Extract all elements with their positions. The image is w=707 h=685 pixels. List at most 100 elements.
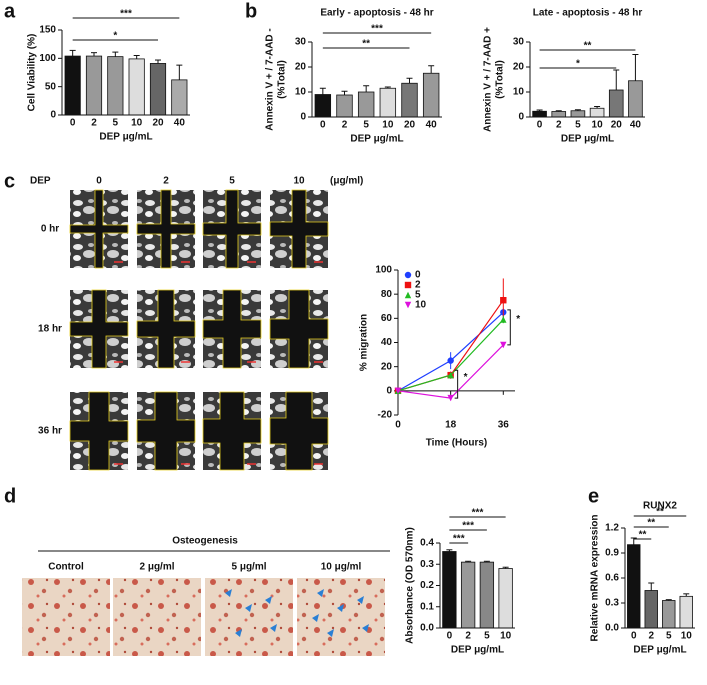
y-tick-label: 10 xyxy=(295,87,307,98)
annotation: * xyxy=(516,314,520,325)
legend-marker xyxy=(404,291,412,299)
bar xyxy=(64,55,81,116)
stain-image xyxy=(113,578,201,656)
marker xyxy=(447,371,454,379)
time-label: 18 hr xyxy=(38,324,62,335)
dose-label: 0 xyxy=(96,176,102,187)
arrowhead xyxy=(265,596,272,604)
dep-label: DEP xyxy=(30,176,51,187)
arrowhead xyxy=(270,624,277,632)
x-tick-label: 10 xyxy=(382,120,394,131)
bar xyxy=(532,110,547,118)
x-tick-label: 5 xyxy=(575,120,581,131)
y-tick-label: 30 xyxy=(513,37,525,48)
panel-label: a xyxy=(4,0,16,22)
arrowhead xyxy=(337,604,344,612)
bar xyxy=(422,72,440,118)
marker xyxy=(447,357,454,364)
y-tick-label: 0.0 xyxy=(605,623,619,634)
y-tick-label: 0 xyxy=(300,112,306,123)
x-tick-label: 10 xyxy=(592,120,604,131)
x-tick-label: 40 xyxy=(630,120,642,131)
marker xyxy=(500,297,507,304)
series-line xyxy=(397,311,504,392)
bracket xyxy=(454,369,459,399)
stain-image xyxy=(205,578,293,656)
bar xyxy=(479,561,495,629)
dose-label: 5 xyxy=(229,176,235,187)
x-axis-label: DEP μg/mL xyxy=(350,134,403,145)
bar xyxy=(570,110,586,118)
x-tick-label: 20 xyxy=(152,118,164,129)
y-tick-label: 0.6 xyxy=(605,573,619,584)
bar xyxy=(85,55,103,116)
bar xyxy=(401,82,418,118)
arrowhead xyxy=(235,629,242,637)
y-tick-label: 0.3 xyxy=(605,598,619,609)
legend-marker xyxy=(404,281,412,289)
bar xyxy=(171,79,188,116)
x-tick-label: 5 xyxy=(666,631,672,642)
significance-label: ** xyxy=(362,39,370,50)
y-axis-label: % migration xyxy=(359,314,370,371)
y-tick-label: 0 xyxy=(386,385,392,396)
x-axis-label: DEP μg/mL xyxy=(451,645,504,656)
scratch xyxy=(136,289,196,369)
x-axis-label: DEP μg/mL xyxy=(561,134,614,145)
legend-label: 5 xyxy=(415,290,421,301)
scratch xyxy=(136,391,196,471)
y-tick-label: 0.0 xyxy=(420,623,434,634)
image-label: Control xyxy=(48,562,84,573)
bar xyxy=(460,561,476,629)
x-tick-label: 0 xyxy=(631,631,637,642)
y-tick-label: 30 xyxy=(295,37,307,48)
x-tick-label: 36 xyxy=(498,420,510,431)
y-tick-label: 0.4 xyxy=(420,538,434,549)
bar xyxy=(627,544,641,629)
scratch xyxy=(136,189,196,269)
panel-label: e xyxy=(588,485,599,507)
y-tick-label: 0.3 xyxy=(420,559,434,570)
significance-label: *** xyxy=(371,24,383,35)
dose-label: 2 xyxy=(163,176,169,187)
bar xyxy=(628,80,643,118)
x-tick-label: 0 xyxy=(537,120,543,131)
y-tick-label: 1.2 xyxy=(605,523,619,534)
y-axis-label: (%Total) xyxy=(495,60,506,99)
x-axis-label: DEP μg/mL xyxy=(99,132,152,143)
panel-label: b xyxy=(245,0,257,22)
x-tick-label: 5 xyxy=(484,631,490,642)
legend-marker xyxy=(404,271,412,279)
scratch xyxy=(269,391,329,471)
y-tick-label: -20 xyxy=(378,410,393,421)
chart-title: Late - apoptosis - 48 hr xyxy=(533,8,643,19)
stain-image xyxy=(297,578,385,656)
bar xyxy=(589,107,605,118)
image-label: 5 μg/ml xyxy=(231,562,266,573)
significance-label: *** xyxy=(472,508,484,519)
y-tick-label: 100 xyxy=(39,53,56,64)
image-label: 10 μg/ml xyxy=(321,562,362,573)
dose-label: 10 xyxy=(293,176,305,187)
bar xyxy=(149,63,167,116)
bar xyxy=(644,590,658,629)
x-tick-label: 40 xyxy=(426,120,438,131)
significance-label: ** xyxy=(647,518,655,529)
x-tick-label: 0 xyxy=(70,118,76,129)
y-axis-label: (%Total) xyxy=(277,60,288,99)
marker xyxy=(500,341,507,349)
arrowhead xyxy=(225,589,232,597)
arrowhead xyxy=(357,596,364,604)
significance-label: ** xyxy=(656,507,664,518)
marker xyxy=(500,316,507,323)
bar xyxy=(357,91,375,118)
y-axis-label: Annexin V + / 7-AAD + xyxy=(483,27,494,132)
y-tick-label: 10 xyxy=(513,87,525,98)
chart-title: Early - apoptosis - 48 hr xyxy=(320,8,433,19)
x-axis-label: Time (Hours) xyxy=(426,438,488,449)
marker xyxy=(394,387,402,395)
significance-label: * xyxy=(576,59,580,70)
arrowhead xyxy=(245,604,252,612)
y-tick-label: 80 xyxy=(381,289,393,300)
scratch xyxy=(69,189,129,269)
